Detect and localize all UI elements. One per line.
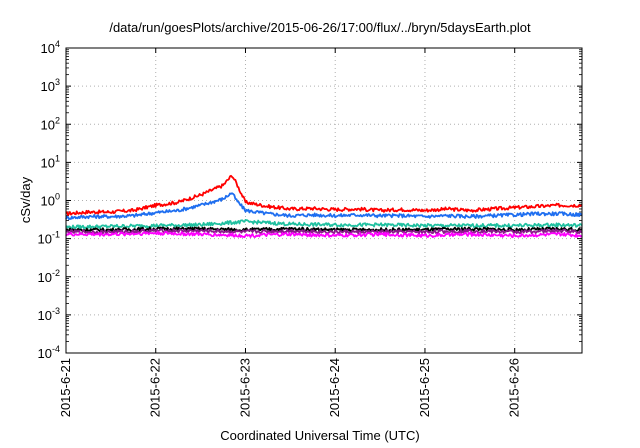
chart-title: /data/run/goesPlots/archive/2015-06-26/1… [109, 20, 531, 35]
y-tick-label: 100 [41, 192, 60, 209]
series-line [65, 228, 583, 235]
x-tick-label: 2015-6-22 [148, 358, 163, 417]
y-tick-label: 101 [41, 153, 60, 170]
x-tick-label: 2015-6-26 [507, 358, 522, 417]
series-line [65, 174, 583, 216]
y-tick-label: 103 [41, 77, 60, 94]
y-tick-label: 10-4 [38, 344, 60, 361]
y-tick-label: 10-1 [38, 230, 60, 247]
y-tick-label: 104 [41, 39, 60, 56]
x-axis-label: Coordinated Universal Time (UTC) [220, 428, 420, 443]
plot-frame [65, 47, 583, 354]
y-tick-label: 10-3 [38, 306, 60, 323]
x-tick-label: 2015-6-25 [417, 358, 432, 417]
x-tick-label: 2015-6-21 [58, 358, 73, 417]
x-tick-label: 2015-6-23 [237, 358, 252, 417]
x-tick-label: 2015-6-24 [327, 358, 342, 417]
y-tick-label: 10-2 [38, 268, 60, 285]
series-line [65, 230, 583, 239]
series-line [65, 218, 583, 230]
y-axis-label: cSv/day [18, 176, 33, 223]
series-line [65, 192, 583, 221]
y-tick-label: 102 [41, 115, 60, 132]
